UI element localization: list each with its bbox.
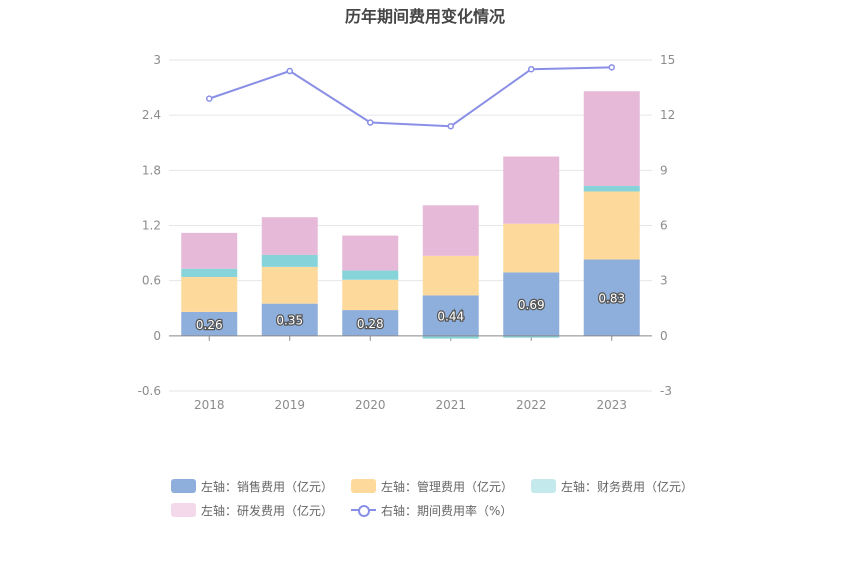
legend-item-finance[interactable]: 左轴：财务费用（亿元） (531, 478, 693, 495)
chart-title: 历年期间费用变化情况 (344, 7, 505, 26)
line-point (286, 67, 293, 75)
legend-label-sales: 左轴：销售费用（亿元） (201, 479, 334, 494)
y-left-tick-label: 3 (153, 53, 161, 67)
x-tick-label: 2020 (355, 398, 386, 412)
bar-segment-series-3 (503, 156, 560, 224)
y-left-tick-label: 0 (153, 329, 161, 343)
legend: 左轴：销售费用（亿元） 左轴：管理费用（亿元） 左轴：财务费用（亿元） 左轴：研… (171, 474, 693, 522)
legend-swatch-admin (351, 479, 377, 493)
bar-segment-series-1 (181, 276, 238, 312)
legend-swatch-finance (531, 479, 557, 493)
legend-label-expense-rate: 右轴：期间费用率（%） (381, 503, 513, 518)
x-tick-label: 2022 (516, 398, 547, 412)
line-point (206, 95, 213, 102)
x-tick-label: 2018 (194, 398, 225, 412)
bar-data-label: 0.69 (518, 298, 545, 312)
legend-swatch-rd (171, 503, 196, 517)
line-point (367, 119, 374, 126)
bar-segment-series-0 (342, 310, 399, 336)
legend-item-sales[interactable]: 左轴：销售费用（亿元） (171, 478, 333, 495)
legend-label-rd: 左轴：研发费用（亿元） (201, 503, 334, 518)
y-right-tick-label: 3 (660, 274, 668, 288)
x-tick-label: 2021 (435, 398, 466, 412)
legend-label-admin: 左轴：管理费用（亿元） (381, 479, 514, 494)
bar-segment-series-2 (422, 335, 479, 339)
line-point (528, 65, 535, 73)
bar-segment-series-3 (422, 205, 479, 256)
legend-label-finance: 左轴：财务费用（亿元） (561, 479, 694, 494)
y-left-tick-label: 0.6 (142, 274, 161, 288)
bar-segment-series-3 (583, 91, 640, 186)
y-left-tick-label: 2.4 (142, 108, 161, 122)
bar-segment-series-2 (181, 268, 238, 277)
y-left-tick-label: 1.2 (142, 219, 161, 233)
legend-row-2: 左轴：研发费用（亿元） 右轴：期间费用率（%） (171, 498, 691, 522)
bar-segment-series-1 (422, 255, 479, 296)
bar-segment-series-0 (181, 311, 238, 336)
bar-segment-series-2 (503, 335, 560, 338)
bar-segment-series-2 (342, 270, 399, 280)
y-right-tick-label: 9 (660, 163, 668, 177)
bar-data-label: 0.35 (276, 314, 303, 328)
x-tick-label: 2023 (596, 398, 627, 412)
y-left-tick-label: -0.6 (138, 384, 161, 398)
bar-segment-series-0 (422, 295, 479, 336)
bar-segment-series-3 (181, 232, 238, 269)
bar-segment-series-3 (342, 235, 399, 271)
y-right-tick-label: -3 (660, 384, 672, 398)
bar-data-label: 0.83 (598, 292, 625, 306)
line-point (447, 122, 454, 130)
legend-item-rd[interactable]: 左轴：研发费用（亿元） (171, 502, 333, 519)
bar-segment-series-0 (583, 259, 640, 336)
bar-segment-series-0 (261, 303, 318, 336)
legend-swatch-sales (171, 479, 196, 493)
y-right-tick-label: 15 (660, 53, 675, 67)
x-tick-label: 2019 (274, 398, 305, 412)
bar-segment-series-1 (261, 266, 318, 304)
legend-item-admin[interactable]: 左轴：管理费用（亿元） (351, 478, 513, 495)
bar-segment-series-3 (261, 217, 318, 255)
bar-segment-series-2 (583, 185, 640, 192)
bar-segment-series-1 (503, 223, 560, 273)
y-right-tick-label: 12 (660, 108, 675, 122)
y-right-tick-label: 6 (660, 219, 668, 233)
bar-segment-series-2 (261, 254, 318, 267)
bar-segment-series-1 (342, 279, 399, 311)
line-point (608, 64, 615, 71)
legend-row-1: 左轴：销售费用（亿元） 左轴：管理费用（亿元） 左轴：财务费用（亿元） (171, 474, 693, 498)
bar-segment-series-0 (503, 272, 560, 336)
bar-segment-series-1 (583, 191, 640, 260)
bar-data-label: 0.26 (196, 318, 223, 332)
bar-data-label: 0.28 (357, 317, 384, 331)
legend-item-expense-rate[interactable]: 右轴：期间费用率（%） (351, 502, 512, 519)
legend-line-marker-icon (351, 503, 377, 517)
y-left-tick-label: 1.8 (142, 163, 161, 177)
bar-data-label: 0.44 (437, 310, 464, 324)
y-right-tick-label: 0 (660, 329, 668, 343)
line-series-path (208, 66, 612, 128)
